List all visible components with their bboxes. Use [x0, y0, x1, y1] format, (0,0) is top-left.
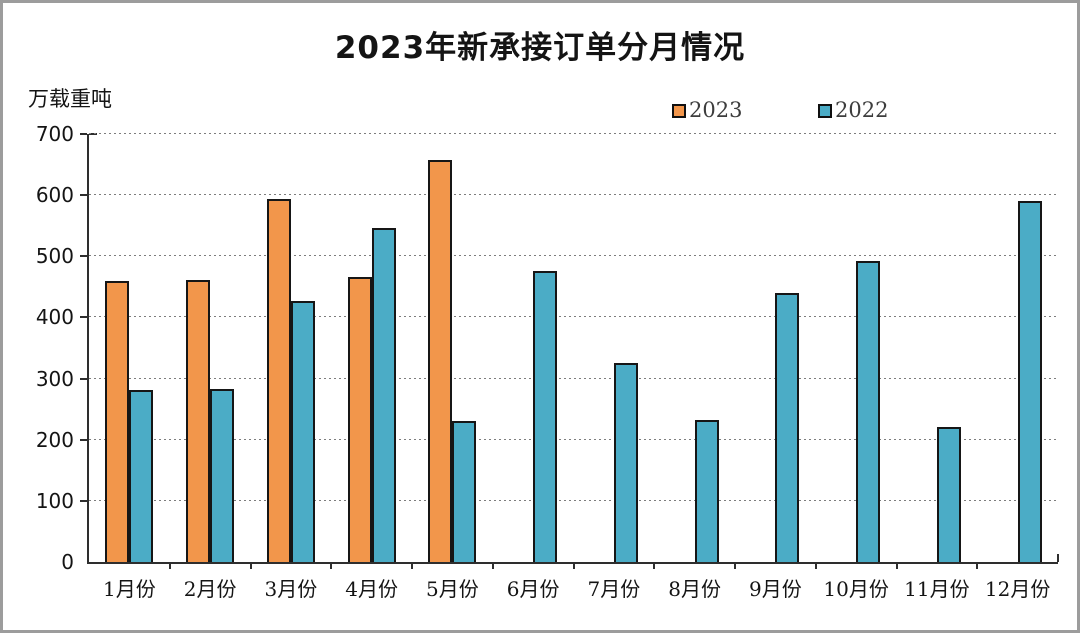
bar-2022-month-1	[129, 390, 154, 562]
y-tick-label-600: 600	[35, 183, 74, 208]
x-tick-label-month-7: 7月份	[587, 577, 641, 601]
legend-swatch-2023-icon	[672, 103, 686, 118]
bar-group-month-7: 7月份	[574, 134, 655, 601]
gridline-500	[89, 255, 1058, 257]
bar-2022-month-5	[452, 421, 477, 562]
bar-group-month-4: 4月份	[331, 134, 412, 601]
x-axis-end-tick	[1057, 554, 1059, 562]
bar-group-month-5: 5月份	[412, 134, 493, 601]
x-tick-label-month-12: 12月份	[984, 577, 1051, 601]
x-tick-label-month-10: 10月份	[823, 577, 889, 601]
bar-2023-month-3	[266, 199, 291, 562]
gridline-100	[89, 499, 1058, 501]
y-tick-label-400: 400	[35, 305, 74, 330]
legend-item-2022: 2022	[818, 100, 888, 121]
legend-label-2023: 2023	[689, 98, 743, 122]
bar-2022-month-6	[533, 271, 558, 562]
bar-2023-month-4	[347, 277, 372, 562]
x-tick-label-month-5: 5月份	[426, 577, 479, 601]
y-tick-label-100: 100	[35, 488, 74, 513]
y-axis-tick-300	[80, 377, 87, 380]
bar-group-month-9: 9月份	[735, 134, 816, 601]
x-axis-tick-5	[491, 562, 494, 569]
bar-2023-month-1	[105, 281, 130, 562]
bar-group-month-2: 2月份	[170, 134, 251, 601]
x-tick-label-month-1: 1月份	[103, 577, 156, 601]
gridline-400	[89, 316, 1058, 318]
x-tick-label-month-8: 8月份	[668, 577, 721, 601]
gridline-700	[89, 133, 1058, 134]
bar-group-month-1: 1月份	[89, 134, 170, 601]
bar-2022-month-3	[290, 301, 315, 562]
bar-2022-month-11	[936, 427, 961, 562]
x-tick-label-month-6: 6月份	[506, 577, 560, 601]
chart-title: 2023年新承接订单分月情况	[334, 30, 746, 66]
x-axis-tick-6	[572, 562, 575, 569]
y-axis-tick-700	[80, 133, 87, 135]
bar-2022-month-9	[775, 293, 800, 562]
y-axis-tick-600	[80, 194, 87, 197]
bar-group-month-10: 10月份	[816, 134, 897, 601]
y-tick-label-0: 0	[61, 550, 74, 574]
y-tick-label-700: 700	[35, 122, 74, 146]
bar-group-month-3: 3月份	[251, 134, 332, 601]
x-axis-tick-3	[330, 562, 333, 569]
x-axis-tick-8	[734, 562, 736, 569]
y-tick-label-300: 300	[35, 366, 74, 391]
x-tick-label-month-9: 9月份	[749, 577, 802, 601]
gridline-300	[89, 377, 1058, 379]
x-axis-tick-9	[814, 562, 817, 569]
gridline-200	[89, 438, 1058, 440]
y-axis-end-tick	[89, 133, 97, 135]
bar-2022-month-8	[694, 420, 719, 562]
bar-2022-month-2	[210, 389, 235, 562]
x-tick-label-month-2: 2月份	[183, 577, 237, 601]
x-axis-tick-7	[653, 562, 656, 569]
bar-2022-month-7	[613, 363, 638, 562]
plot-area: 0 100 200 300 400 500 600 700 1月份 2月份 3月份 4月份 5月份 6月份…	[36, 122, 1059, 601]
legend-swatch-2022-icon	[818, 103, 832, 118]
legend-label-2022: 2022	[835, 98, 889, 122]
x-axis-tick-11	[976, 562, 979, 569]
bar-group-month-12: 12月份	[977, 134, 1058, 601]
x-axis-tick-2	[249, 562, 252, 569]
x-axis-tick-10	[895, 562, 898, 569]
bar-group-month-8: 8月份	[654, 134, 735, 601]
bar-2022-month-4	[371, 228, 396, 562]
y-axis-tick-500	[80, 255, 87, 258]
legend-item-2023: 2023	[672, 100, 742, 121]
x-axis-tick-4	[411, 562, 413, 569]
x-tick-label-month-4: 4月份	[345, 577, 398, 601]
y-tick-label-500: 500	[35, 244, 74, 269]
x-axis-tick-1	[168, 562, 171, 569]
bar-2023-month-5	[428, 160, 453, 562]
bar-2022-month-10	[856, 261, 881, 562]
bar-2022-month-12	[1017, 201, 1042, 562]
bar-group-month-11: 11月份	[897, 134, 978, 601]
bar-group-month-6: 6月份	[493, 134, 574, 601]
gridline-600	[89, 194, 1058, 196]
bar-2023-month-2	[186, 280, 211, 562]
x-tick-label-month-11: 11月份	[904, 577, 970, 601]
y-axis-tick-100	[80, 499, 87, 502]
y-tick-label-200: 200	[35, 427, 74, 452]
y-axis-tick-200	[80, 438, 87, 441]
y-axis-tick-400	[80, 316, 87, 319]
y-axis-unit-label: 万载重吨	[28, 87, 112, 111]
x-tick-label-month-3: 3月份	[264, 577, 318, 601]
